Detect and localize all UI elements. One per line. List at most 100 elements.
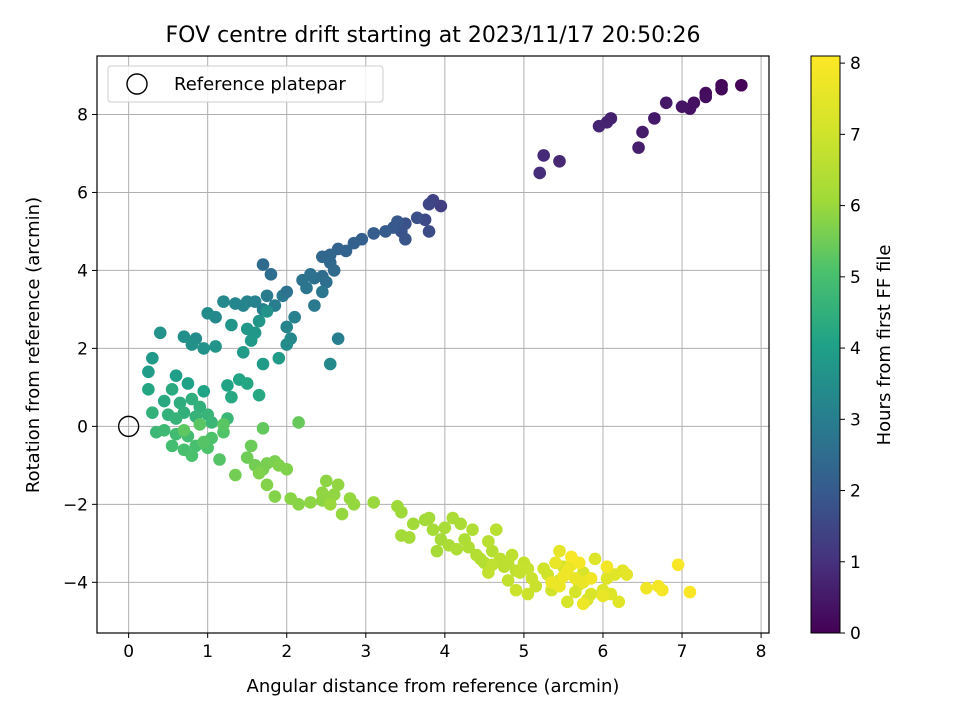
data-point [264,268,278,281]
data-point [715,82,728,96]
data-point [659,96,673,110]
data-point [632,141,645,154]
colorbar-tick-label: 0 [850,624,861,644]
data-point [533,166,547,180]
data-point [319,275,333,289]
data-point [319,474,333,488]
y-axis-ticks: −4 −2 0 2 4 6 8 [63,105,97,593]
y-tick-label: −4 [63,573,88,593]
data-point [521,562,535,575]
data-point [565,550,578,564]
data-point [280,285,294,299]
x-tick-label: 4 [439,642,450,662]
data-point [426,523,440,536]
data-point [142,365,155,379]
x-tick-label: 2 [281,642,292,662]
data-point [146,406,159,420]
data-point [177,330,191,344]
data-point [252,388,266,402]
data-point [256,357,270,371]
y-axis-label: Rotation from reference (arcmin) [23,197,44,493]
data-point [316,285,329,299]
data-point [268,490,282,503]
x-tick-label: 5 [519,642,530,662]
x-tick-label: 3 [360,642,371,662]
y-tick-label: −2 [63,495,88,515]
data-point [327,488,341,501]
data-point [244,334,258,347]
data-point [399,232,412,246]
colorbar-ticks: 0 1 2 3 4 5 6 7 8 [840,54,861,644]
data-point [557,570,570,583]
data-point [304,496,317,509]
data-point [422,197,436,211]
data-point [193,400,207,414]
data-point [482,535,495,548]
data-point [379,225,392,238]
data-point [347,236,361,250]
colorbar-tick-label: 3 [850,410,861,430]
data-point [197,342,211,355]
colorbar-tick-label: 5 [850,268,861,288]
data-point [395,505,408,519]
data-point [529,579,543,593]
data-point [648,112,661,125]
data-point [288,310,301,324]
plot-frame [96,55,770,634]
legend-box [107,65,384,103]
colorbar-label: Hours from first FF file [874,245,895,446]
x-tick-label: 1 [202,642,213,662]
data-point [244,439,258,453]
colorbar-tick-label: 7 [850,125,861,145]
data-point [489,523,503,536]
data-point [454,517,467,531]
data-point [252,314,266,328]
data-point [422,225,436,238]
data-point [201,307,214,320]
data-point [537,149,550,162]
colorbar: 0 1 2 3 4 5 6 7 8 Hours from first FF file [810,54,895,644]
data-point [576,597,590,611]
data-point [509,583,523,597]
data-point [197,435,211,449]
data-point [655,583,669,597]
data-point [699,90,713,104]
x-axis-ticks: 0 1 2 3 4 5 6 7 8 [123,633,767,662]
data-point [221,379,234,392]
data-point [592,119,606,133]
data-point [185,392,199,406]
data-point [177,423,191,437]
data-point [501,574,515,587]
data-point [260,289,274,303]
data-point [636,125,649,139]
data-point [169,412,183,425]
data-point [292,416,305,429]
data-point [197,384,211,398]
data-point [482,566,495,579]
data-point [236,345,250,359]
data-point [620,568,633,581]
data-point [466,523,479,536]
data-point [588,552,602,566]
data-point [272,351,286,365]
data-point [256,258,270,271]
x-tick-label: 7 [677,642,688,662]
data-point [367,227,381,240]
data-point [612,595,626,609]
data-point [272,459,286,472]
data-point [367,496,381,509]
data-point [142,383,155,396]
legend-label-reference: Reference platepar [174,74,346,95]
data-point [146,351,159,365]
legend-marker-reference [126,73,148,95]
data-point [331,332,345,345]
data-point [225,318,238,332]
data-point [280,338,294,351]
data-point [553,544,566,558]
x-tick-label: 6 [598,642,609,662]
y-tick-label: 0 [77,417,88,437]
data-point [474,552,487,566]
colorbar-tick-label: 8 [850,54,861,74]
data-point [165,439,179,453]
